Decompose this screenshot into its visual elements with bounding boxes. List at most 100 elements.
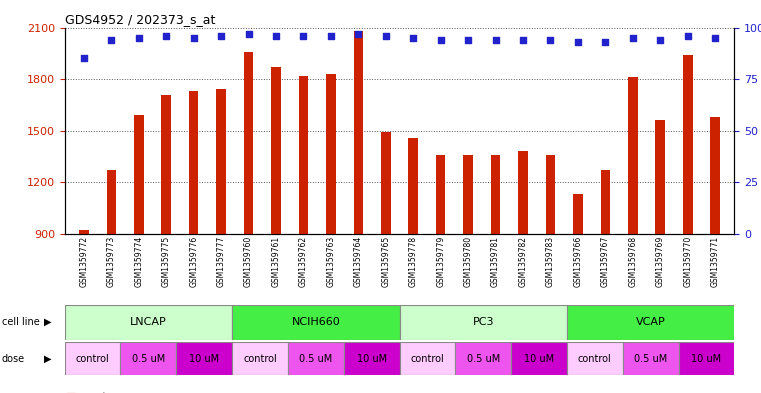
Bar bbox=[622, 342, 679, 375]
Text: GSM1359783: GSM1359783 bbox=[546, 236, 555, 287]
Text: GSM1359767: GSM1359767 bbox=[601, 236, 610, 287]
Point bbox=[654, 37, 667, 43]
Point bbox=[270, 33, 282, 39]
Text: GSM1359768: GSM1359768 bbox=[629, 236, 637, 287]
Point bbox=[352, 31, 365, 37]
Bar bbox=[567, 305, 734, 340]
Text: control: control bbox=[75, 354, 110, 364]
Bar bbox=[232, 305, 400, 340]
Text: dose: dose bbox=[2, 354, 24, 364]
Point bbox=[215, 33, 228, 39]
Text: GSM1359766: GSM1359766 bbox=[574, 236, 582, 287]
Text: NCIH660: NCIH660 bbox=[291, 317, 340, 327]
Text: control: control bbox=[578, 354, 612, 364]
Bar bbox=[455, 342, 511, 375]
Text: VCAP: VCAP bbox=[635, 317, 666, 327]
Point bbox=[132, 35, 145, 41]
Bar bbox=[244, 51, 253, 234]
Text: 10 uM: 10 uM bbox=[524, 354, 554, 364]
Bar bbox=[189, 91, 199, 234]
Text: GSM1359776: GSM1359776 bbox=[189, 236, 198, 287]
Text: GSM1359762: GSM1359762 bbox=[299, 236, 308, 287]
Text: GSM1359770: GSM1359770 bbox=[683, 236, 693, 287]
Text: 10 uM: 10 uM bbox=[189, 354, 219, 364]
Bar bbox=[491, 155, 501, 234]
Text: GSM1359778: GSM1359778 bbox=[409, 236, 418, 287]
Text: 10 uM: 10 uM bbox=[692, 354, 721, 364]
Point bbox=[160, 33, 172, 39]
Bar bbox=[354, 31, 363, 234]
Point bbox=[78, 55, 90, 62]
Bar bbox=[679, 342, 734, 375]
Bar bbox=[400, 305, 567, 340]
Text: cell line: cell line bbox=[2, 317, 40, 327]
Bar bbox=[518, 151, 528, 234]
Text: 0.5 uM: 0.5 uM bbox=[132, 354, 165, 364]
Point bbox=[572, 39, 584, 45]
Point bbox=[105, 37, 117, 43]
Bar bbox=[628, 77, 638, 234]
Text: control: control bbox=[243, 354, 277, 364]
Bar bbox=[344, 342, 400, 375]
Point bbox=[489, 37, 501, 43]
Point bbox=[325, 33, 337, 39]
Point bbox=[682, 33, 694, 39]
Bar bbox=[546, 155, 556, 234]
Text: PC3: PC3 bbox=[473, 317, 494, 327]
Text: GSM1359773: GSM1359773 bbox=[107, 236, 116, 287]
Bar bbox=[134, 115, 144, 234]
Text: 10 uM: 10 uM bbox=[357, 354, 387, 364]
Text: GSM1359775: GSM1359775 bbox=[162, 236, 170, 287]
Text: GDS4952 / 202373_s_at: GDS4952 / 202373_s_at bbox=[65, 13, 215, 26]
Bar bbox=[298, 75, 308, 234]
Point bbox=[298, 33, 310, 39]
Text: GSM1359760: GSM1359760 bbox=[244, 236, 253, 287]
Text: GSM1359780: GSM1359780 bbox=[463, 236, 473, 287]
Text: GSM1359771: GSM1359771 bbox=[711, 236, 720, 287]
Text: LNCAP: LNCAP bbox=[130, 317, 167, 327]
Bar bbox=[79, 230, 89, 234]
Bar bbox=[710, 117, 720, 234]
Point bbox=[380, 33, 392, 39]
Bar bbox=[232, 342, 288, 375]
Text: GSM1359763: GSM1359763 bbox=[326, 236, 336, 287]
Bar bbox=[436, 155, 445, 234]
Point bbox=[599, 39, 611, 45]
Bar bbox=[511, 342, 567, 375]
Bar bbox=[567, 342, 622, 375]
Text: 0.5 uM: 0.5 uM bbox=[634, 354, 667, 364]
Text: 0.5 uM: 0.5 uM bbox=[299, 354, 333, 364]
Bar bbox=[65, 342, 120, 375]
Text: control: control bbox=[410, 354, 444, 364]
Point bbox=[517, 37, 529, 43]
Text: GSM1359761: GSM1359761 bbox=[272, 236, 281, 287]
Text: 0.5 uM: 0.5 uM bbox=[466, 354, 500, 364]
Point bbox=[188, 35, 200, 41]
Bar bbox=[177, 342, 232, 375]
Text: ■: ■ bbox=[66, 392, 77, 393]
Text: GSM1359772: GSM1359772 bbox=[79, 236, 88, 287]
Bar bbox=[400, 342, 455, 375]
Point bbox=[407, 35, 419, 41]
Bar bbox=[683, 55, 693, 234]
Point bbox=[435, 37, 447, 43]
Text: GSM1359782: GSM1359782 bbox=[518, 236, 527, 287]
Bar bbox=[161, 95, 171, 234]
Bar bbox=[326, 74, 336, 234]
Bar bbox=[381, 132, 390, 234]
Text: GSM1359781: GSM1359781 bbox=[491, 236, 500, 287]
Bar bbox=[271, 67, 281, 234]
Bar bbox=[655, 120, 665, 234]
Bar bbox=[409, 138, 418, 234]
Text: GSM1359779: GSM1359779 bbox=[436, 236, 445, 287]
Bar bbox=[600, 170, 610, 234]
Bar bbox=[288, 342, 344, 375]
Point bbox=[462, 37, 474, 43]
Text: ▶: ▶ bbox=[44, 354, 52, 364]
Bar bbox=[216, 89, 226, 234]
Text: count: count bbox=[78, 392, 107, 393]
Bar bbox=[573, 194, 583, 234]
Bar bbox=[65, 305, 232, 340]
Point bbox=[243, 31, 255, 37]
Text: GSM1359765: GSM1359765 bbox=[381, 236, 390, 287]
